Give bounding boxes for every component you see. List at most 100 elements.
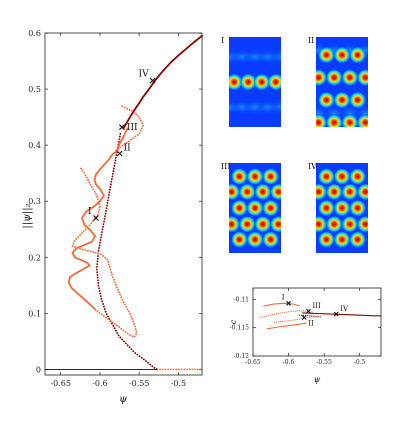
main-x-axis-label: ψ <box>119 394 127 405</box>
pattern-spot <box>254 183 272 201</box>
pattern-spot <box>229 215 240 233</box>
pattern-spot <box>316 114 327 127</box>
main-y-tick-label: 0.1 <box>28 309 41 318</box>
pattern-spot <box>333 46 351 64</box>
pattern-spot <box>231 168 248 185</box>
inset-series-line <box>266 322 307 330</box>
main-series-line <box>114 105 145 152</box>
main-plot-series <box>44 34 203 371</box>
main-y-axis-label: ||ψ||₂ <box>22 203 33 228</box>
main-series-line <box>95 132 159 371</box>
pattern-panel-label: IV <box>308 162 317 171</box>
pattern-spot <box>325 183 343 201</box>
inset-x-tick-label: -0.65 <box>245 359 261 366</box>
pattern-panel-IV: IV <box>308 162 368 253</box>
main-x-tick-label: -0.65 <box>50 379 71 388</box>
pattern-spot <box>229 183 240 201</box>
main-y-tick-label: 0 <box>36 365 41 374</box>
pattern-spot <box>341 183 359 201</box>
pattern-spot <box>349 168 366 185</box>
pattern-spot <box>239 73 257 91</box>
inset-marker-III <box>306 308 311 314</box>
pattern-spot <box>341 69 359 86</box>
inset-marker-IV <box>333 311 339 317</box>
pattern-spot <box>231 231 248 248</box>
pattern-spot <box>325 69 343 86</box>
pattern-spot <box>229 73 243 91</box>
pattern-spot <box>325 114 343 127</box>
pattern-spot <box>333 168 351 185</box>
pattern-panel-label: III <box>221 162 230 171</box>
pattern-spot <box>270 183 281 201</box>
inset-plot-ticks: -0.65 -0.6 -0.55 -0.5 -0.11 -0.115 -0.12 <box>230 288 381 366</box>
inset-x-tick-label: -0.55 <box>316 359 332 366</box>
pattern-spot <box>254 215 272 233</box>
pattern-spot <box>333 91 351 109</box>
main-plot-frame <box>44 32 203 376</box>
inset-series-line <box>298 314 322 318</box>
pattern-panel-label: I <box>221 36 224 45</box>
pattern-spot <box>262 231 279 248</box>
main-y-tick-label: 0.5 <box>28 85 41 94</box>
pattern-spot <box>333 231 351 248</box>
main-y-tick-label: 0.4 <box>28 141 41 150</box>
pattern-spot <box>316 215 327 233</box>
main-marker-III <box>119 124 125 131</box>
inset-marker-label-I: I <box>282 293 285 301</box>
main-x-tick-label: -0.5 <box>171 379 186 388</box>
pattern-panel-I: I <box>221 36 281 127</box>
main-plot-ticks: -0.65 -0.6 -0.55 -0.5 0 0.1 0.2 0.3 0.4 0.5 0.6 <box>28 29 202 388</box>
main-y-tick-label: 0.2 <box>28 253 41 262</box>
main-x-tick-label: -0.55 <box>129 379 150 388</box>
pattern-spot <box>246 231 264 248</box>
main-series-line <box>67 127 129 311</box>
inset-y-tick-label: -0.11 <box>234 296 249 303</box>
pattern-faint-blob <box>269 50 281 64</box>
pattern-spot <box>246 199 264 217</box>
pattern-spot <box>238 183 256 201</box>
pattern-spot <box>262 168 279 185</box>
pattern-spot <box>357 183 368 201</box>
pattern-spot <box>253 73 271 91</box>
pattern-spot <box>349 199 366 217</box>
pattern-spot <box>231 199 248 217</box>
pattern-spot <box>349 231 366 248</box>
pattern-faint-blob <box>269 100 281 114</box>
pattern-spot <box>357 215 368 233</box>
main-marker-label-IV: IV <box>139 70 150 80</box>
pattern-spot <box>318 199 335 217</box>
inset-marker-I <box>286 300 291 306</box>
inset-marker-II <box>301 315 307 320</box>
pattern-spot <box>318 168 335 185</box>
pattern-spot <box>349 91 366 109</box>
main-marker-I <box>93 215 99 221</box>
pattern-panel-II: II <box>308 36 368 127</box>
pattern-spot <box>316 183 327 201</box>
pattern-spot <box>357 114 368 127</box>
pattern-panel-III: III <box>221 162 281 253</box>
inset-x-axis-label: ψ <box>314 375 321 384</box>
pattern-spot <box>318 91 335 109</box>
inset-marker-label-IV: IV <box>340 305 349 313</box>
pattern-spot <box>262 199 279 217</box>
pattern-spot <box>333 199 351 217</box>
main-series-line <box>122 34 203 130</box>
pattern-spot <box>318 231 335 248</box>
inset-plot-frame <box>252 287 382 357</box>
pattern-spot <box>238 215 256 233</box>
pattern-spot <box>267 73 281 91</box>
main-series-line <box>71 166 138 338</box>
main-marker-II <box>116 150 123 157</box>
main-marker-label-II: II <box>124 144 132 154</box>
pattern-spot <box>341 114 359 127</box>
inset-marker-label-III: III <box>312 302 321 310</box>
pattern-spot <box>318 46 335 64</box>
inset-series-line <box>273 315 318 323</box>
pattern-spot <box>357 69 368 86</box>
inset-plot: -0.65 -0.6 -0.55 -0.5-0.11-0.115-0.12 IIIII… <box>229 287 382 384</box>
main-x-tick-label: -0.6 <box>92 379 107 388</box>
